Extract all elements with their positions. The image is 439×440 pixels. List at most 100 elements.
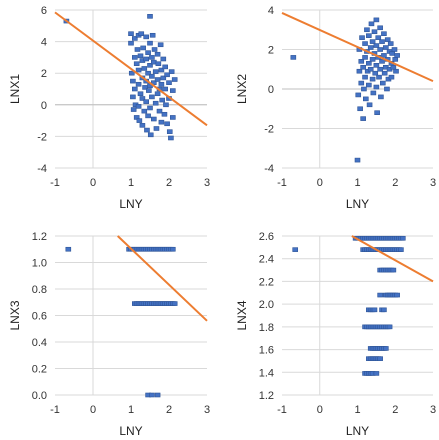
y-axis-title: LNX2 bbox=[235, 74, 249, 104]
data-point bbox=[368, 21, 375, 27]
data-point bbox=[355, 92, 362, 98]
data-point bbox=[154, 51, 161, 57]
data-point bbox=[377, 356, 383, 361]
x-tick-label: -1 bbox=[50, 404, 60, 416]
data-point bbox=[364, 27, 370, 33]
y-tick-label: 0.6 bbox=[32, 311, 47, 323]
data-point bbox=[369, 57, 376, 62]
data-point bbox=[170, 246, 176, 252]
data-point bbox=[145, 113, 151, 119]
data-point bbox=[171, 77, 178, 82]
data-point bbox=[135, 67, 142, 73]
data-point bbox=[144, 127, 150, 133]
data-point bbox=[137, 53, 144, 59]
y-tick-label: 0.8 bbox=[32, 284, 47, 296]
data-point bbox=[143, 99, 149, 104]
x-tick-label: 1 bbox=[128, 177, 134, 189]
data-point bbox=[153, 126, 160, 131]
data-point bbox=[149, 392, 155, 398]
data-point bbox=[390, 267, 397, 273]
x-tick-label: 2 bbox=[166, 404, 172, 416]
y-tick-label: -2 bbox=[37, 131, 47, 143]
chart-panel-2: -4 -2 0 2 4 -1 0 1 2 3 LNY LNX2 bbox=[235, 5, 436, 211]
data-point bbox=[146, 88, 152, 93]
data-point bbox=[379, 39, 385, 44]
trendline bbox=[54, 11, 208, 127]
y-tick-label: -4 bbox=[37, 163, 47, 175]
data-point bbox=[375, 35, 382, 40]
data-point bbox=[132, 36, 138, 41]
chart-panel-3: 0.0 0.2 0.4 0.6 0.8 1.0 1.2 -1 0 1 2 3 LNY LNX3 bbox=[8, 231, 210, 438]
data-point bbox=[149, 74, 155, 79]
data-point bbox=[376, 74, 382, 80]
data-point bbox=[166, 80, 172, 85]
y-tick-label: 4 bbox=[41, 37, 47, 49]
y-tick-label: -4 bbox=[264, 163, 274, 175]
data-point bbox=[378, 94, 384, 100]
data-point bbox=[384, 86, 390, 92]
data-point bbox=[394, 53, 400, 58]
data-point bbox=[367, 45, 374, 50]
data-point bbox=[388, 74, 395, 80]
data-point bbox=[149, 94, 155, 100]
data-point bbox=[162, 86, 168, 92]
data-point bbox=[135, 104, 142, 109]
data-point bbox=[384, 37, 391, 42]
data-point bbox=[381, 53, 387, 58]
data-point bbox=[157, 42, 164, 48]
data-point bbox=[154, 91, 161, 97]
data-point bbox=[168, 69, 175, 74]
x-tick-label: -1 bbox=[277, 404, 287, 416]
x-axis-title: LNY bbox=[119, 197, 142, 211]
y-tick-label: 1.8 bbox=[259, 322, 274, 334]
y-tick-label: 1.2 bbox=[259, 390, 274, 402]
data-point bbox=[366, 82, 372, 88]
data-point bbox=[158, 81, 165, 87]
data-point bbox=[143, 34, 149, 40]
data-point bbox=[162, 64, 168, 70]
data-point bbox=[354, 157, 361, 163]
data-point bbox=[369, 39, 376, 44]
data-point bbox=[160, 56, 167, 62]
data-point bbox=[361, 86, 367, 92]
data-point bbox=[130, 78, 136, 84]
x-tick-label: 1 bbox=[128, 404, 134, 416]
data-point bbox=[371, 29, 378, 35]
data-point bbox=[383, 346, 389, 351]
y-tick-label: 0.0 bbox=[32, 390, 47, 402]
y-tick-label: 0 bbox=[268, 84, 274, 96]
data-point bbox=[373, 62, 380, 68]
data-point bbox=[139, 123, 146, 128]
data-point bbox=[360, 64, 366, 70]
data-point bbox=[393, 68, 399, 74]
data-point bbox=[133, 61, 140, 67]
data-point bbox=[139, 96, 146, 101]
data-point bbox=[356, 68, 363, 74]
y-axis-title: LNX4 bbox=[235, 300, 249, 330]
trendline bbox=[351, 235, 434, 283]
x-axis-title: LNY bbox=[346, 424, 369, 438]
x-tick-label: 3 bbox=[430, 177, 436, 189]
x-tick-label: 3 bbox=[204, 177, 210, 189]
x-tick-label: 3 bbox=[204, 404, 210, 416]
x-tick-label: 0 bbox=[90, 404, 96, 416]
data-point bbox=[383, 45, 389, 50]
data-point bbox=[164, 72, 170, 78]
y-tick-label: 2 bbox=[41, 68, 47, 80]
data-point bbox=[379, 80, 386, 86]
data-point bbox=[147, 62, 153, 68]
x-tick-label: 2 bbox=[392, 404, 398, 416]
data-point bbox=[132, 55, 138, 60]
y-tick-label: 1.0 bbox=[32, 258, 47, 270]
data-point bbox=[374, 110, 380, 115]
data-point bbox=[381, 31, 387, 37]
data-point bbox=[147, 105, 153, 111]
data-point bbox=[362, 55, 368, 60]
data-point bbox=[128, 70, 135, 76]
data-point bbox=[363, 96, 369, 102]
data-point bbox=[151, 59, 157, 65]
x-tick-label: 3 bbox=[430, 404, 436, 416]
x-tick-label: 2 bbox=[392, 177, 398, 189]
data-point bbox=[373, 17, 380, 23]
